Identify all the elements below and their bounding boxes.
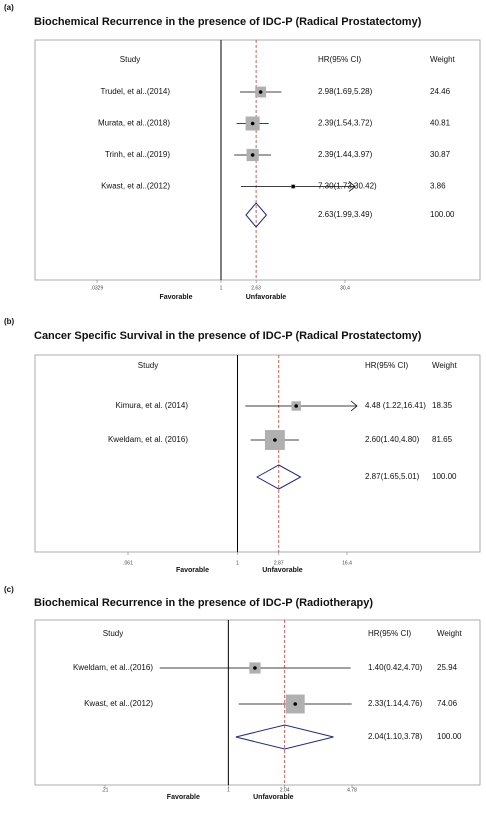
study-name: Kweldam, et al. (2016) — [108, 435, 188, 444]
weight-header: Weight — [437, 629, 463, 638]
x-tick-label: 2.87 — [274, 560, 284, 566]
weight-label: 25.94 — [437, 663, 458, 672]
weight-label: 40.81 — [430, 119, 451, 128]
pooled-diamond — [245, 202, 268, 228]
pooled-weight-label: 100.00 — [430, 210, 455, 219]
point — [250, 121, 255, 126]
study-header: Study — [120, 55, 140, 64]
study-name: Trinh, et al..(2019) — [105, 150, 170, 159]
x-tick-label: 30.4 — [340, 285, 350, 291]
chart-title: Biochemical Recurrence in the presence o… — [34, 16, 422, 28]
weight-label: 81.65 — [432, 435, 453, 444]
chart-title: Biochemical Recurrence in the presence o… — [34, 597, 373, 609]
x-tick-label: 2.63 — [251, 285, 261, 291]
point — [273, 438, 277, 442]
x-tick-label: .061 — [123, 560, 133, 566]
pooled-hr-label: 2.04(1.10,3.78) — [368, 732, 423, 741]
weight-label: 30.87 — [430, 150, 451, 159]
x-tick-label: .0329 — [91, 285, 104, 291]
frame — [34, 39, 481, 281]
hr-header: HR(95% CI) — [368, 629, 411, 638]
study-name: Murata, et al..(2018) — [98, 119, 170, 128]
panel-label: (a) — [4, 3, 14, 12]
pooled-hr-label: 2.63(1.99,3.49) — [318, 210, 373, 219]
pooled-weight-label: 100.00 — [432, 472, 457, 481]
x-tick-label: .21 — [102, 787, 109, 793]
point — [250, 153, 255, 157]
point — [291, 184, 295, 189]
weight-label: 18.35 — [432, 401, 453, 410]
x-tick-label: 1 — [220, 285, 223, 291]
panel-label: (c) — [4, 585, 14, 594]
hr-label: 2.33(1.14,4.76) — [368, 699, 423, 708]
unfavorable-label: Unfavorable — [246, 294, 287, 301]
point — [253, 666, 257, 670]
unfavorable-label: Unfavorable — [262, 567, 303, 574]
study-header: Study — [103, 629, 123, 638]
study-header: Study — [138, 361, 158, 370]
hr-label: 2.39(1.44,3.97) — [318, 150, 373, 159]
study-name: Kwast, et al..(2012) — [84, 699, 153, 708]
x-tick-label: 1 — [236, 560, 239, 566]
study-name: Kimura, et al. (2014) — [116, 401, 189, 410]
pooled-diamond — [235, 724, 334, 750]
favorable-label: Favorable — [159, 294, 192, 301]
favorable-label: Favorable — [176, 567, 209, 574]
x-tick-label: 2.04 — [280, 787, 290, 793]
ci-arrow — [348, 181, 356, 192]
pooled-diamond — [256, 464, 302, 490]
hr-header: HR(95% CI) — [365, 361, 408, 370]
weight-header: Weight — [430, 55, 456, 64]
weight-label: 3.86 — [430, 182, 446, 191]
study-name: Trudel, et al..(2014) — [100, 87, 170, 96]
frame — [34, 354, 481, 553]
weight-header: Weight — [432, 361, 458, 370]
favorable-label: Favorable — [167, 794, 200, 801]
ci-arrow — [350, 400, 358, 412]
panel-label: (b) — [4, 317, 15, 326]
hr-label: 2.39(1.54,3.72) — [318, 119, 373, 128]
point — [294, 404, 298, 408]
hr-label: 4.48 (1.22,16.41) — [365, 401, 426, 410]
pooled-hr-label: 2.87(1.65,5.01) — [365, 472, 420, 481]
study-name: Kweldam, et al..(2016) — [73, 663, 153, 672]
pooled-weight-label: 100.00 — [437, 732, 462, 741]
unfavorable-label: Unfavorable — [253, 794, 294, 801]
hr-label: 1.40(0.42,4.70) — [368, 663, 423, 672]
weight-label: 74.06 — [437, 699, 458, 708]
frame — [34, 619, 481, 786]
x-tick-label: 4.78 — [347, 787, 357, 793]
hr-label: 2.60(1.40,4.80) — [365, 435, 420, 444]
point — [293, 702, 298, 706]
hr-header: HR(95% CI) — [318, 55, 361, 64]
chart-title: Cancer Specific Survival in the presence… — [34, 330, 422, 342]
point — [258, 90, 263, 94]
hr-label: 2.98(1.69,5.28) — [318, 87, 373, 96]
study-name: Kwast, et al..(2012) — [101, 182, 170, 191]
weight-label: 24.46 — [430, 87, 451, 96]
x-tick-label: 16.4 — [342, 560, 352, 566]
x-tick-label: 1 — [227, 787, 230, 793]
